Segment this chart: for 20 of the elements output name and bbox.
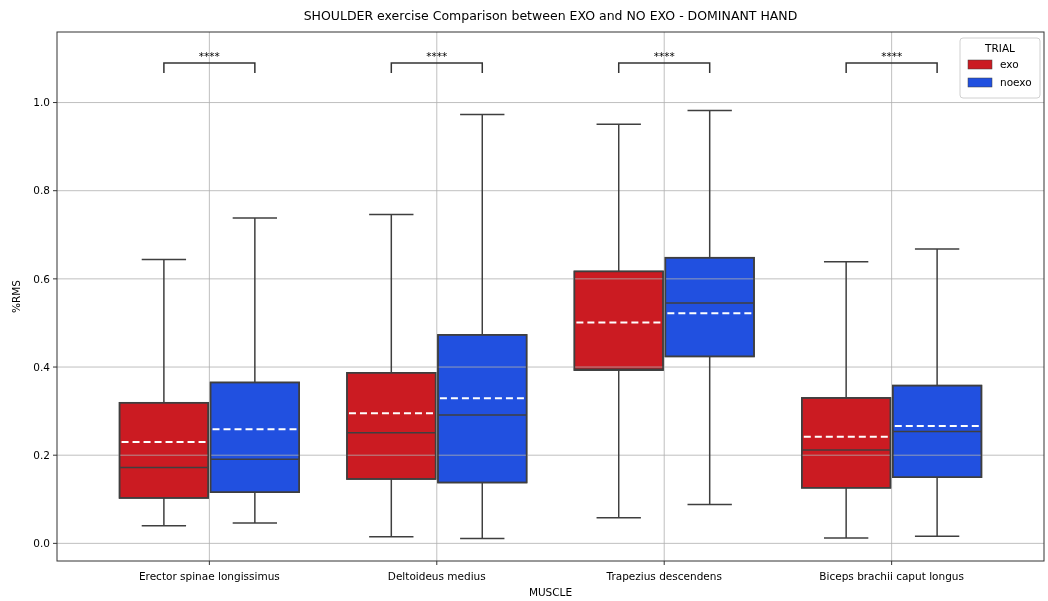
x-tick-label: Deltoideus medius [387, 570, 486, 582]
y-tick-label: 0.8 [33, 184, 50, 197]
annotation: **** [653, 50, 675, 62]
annotation: **** [881, 50, 903, 62]
annotation: **** [426, 50, 448, 62]
chart-title: SHOULDER exercise Comparison between EXO and NO EXO - DOMINANT HAND [303, 8, 798, 23]
legend-title: TRIAL [984, 42, 1016, 54]
x-tick-label: Biceps brachii caput longus [819, 570, 964, 582]
legend-label: noexo [1000, 76, 1032, 89]
legend-label: exo [1000, 58, 1019, 71]
y-tick-label: 0.4 [33, 360, 51, 373]
x-tick-label: Erector spinae longissimus [138, 570, 280, 582]
y-tick-label: 0.6 [33, 272, 51, 285]
x-axis-title: MUSCLE [528, 586, 573, 598]
y-tick-label: 0.0 [33, 537, 50, 550]
y-tick-label: 0.2 [33, 448, 50, 461]
y-axis-title: %RMS [10, 279, 22, 313]
y-tick-label: 1.0 [33, 96, 50, 109]
x-tick-label: Trapezius descendens [605, 570, 722, 582]
annotation: **** [198, 50, 220, 62]
